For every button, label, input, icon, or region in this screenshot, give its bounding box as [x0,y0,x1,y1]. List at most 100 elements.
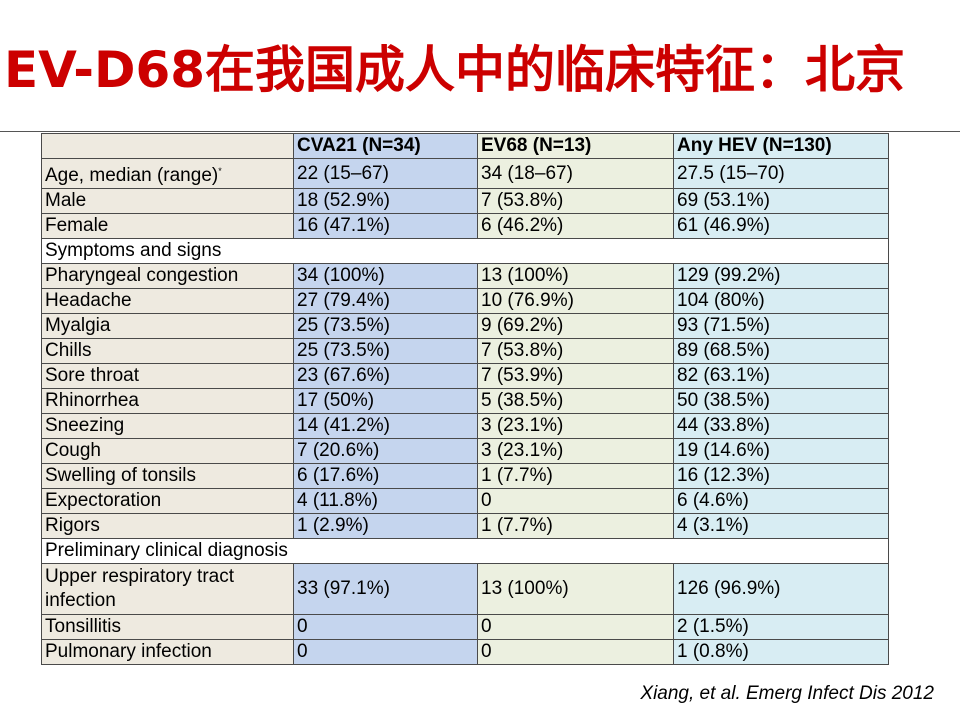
cell-ev68: 1 (7.7%) [477,513,674,539]
row-label: Headache [41,288,294,314]
row-label: Cough [41,438,294,464]
cell-any-hev: 89 (68.5%) [673,338,889,364]
table-row: Male 18 (52.9%) 7 (53.8%) 69 (53.1%) [41,188,889,214]
cell-cva21: 0 [293,639,478,665]
cell-ev68: 0 [477,488,674,514]
cell-ev68: 7 (53.8%) [477,188,674,214]
table-row: Pulmonary infection 0 0 1 (0.8%) [41,639,889,665]
cell-any-hev: 126 (96.9%) [673,563,889,615]
cell-cva21: 14 (41.2%) [293,413,478,439]
cell-any-hev: 16 (12.3%) [673,463,889,489]
table-row: Chills 25 (73.5%) 7 (53.8%) 89 (68.5%) [41,338,889,364]
cell-cva21: 33 (97.1%) [293,563,478,615]
cell-ev68: 6 (46.2%) [477,213,674,239]
row-label: Expectoration [41,488,294,514]
row-label: Swelling of tonsils [41,463,294,489]
cell-any-hev: 129 (99.2%) [673,263,889,289]
cell-ev68: 34 (18–67) [477,158,674,189]
footnote-marker: * [218,166,222,176]
cell-cva21: 6 (17.6%) [293,463,478,489]
cell-cva21: 0 [293,614,478,640]
cell-ev68: 0 [477,639,674,665]
citation: Xiang, et al. Emerg Infect Dis 2012 [640,683,934,704]
cell-any-hev: 44 (33.8%) [673,413,889,439]
cell-cva21: 4 (11.8%) [293,488,478,514]
cell-cva21: 16 (47.1%) [293,213,478,239]
table-row: Sneezing 14 (41.2%) 3 (23.1%) 44 (33.8%) [41,413,889,439]
cell-ev68: 13 (100%) [477,263,674,289]
section-heading-diagnosis: Preliminary clinical diagnosis [41,538,889,564]
row-label: Tonsillitis [41,614,294,640]
row-label: Pharyngeal congestion [41,263,294,289]
cell-cva21: 25 (73.5%) [293,313,478,339]
row-label: Upper respiratory tract infection [41,563,294,615]
slide-title: EV-D68在我国成人中的临床特征：北京 [4,41,906,99]
header-cva21: CVA21 (N=34) [293,133,478,159]
cell-any-hev: 93 (71.5%) [673,313,889,339]
cell-ev68: 3 (23.1%) [477,438,674,464]
row-label: Age, median (range)* [41,158,294,189]
header-corner-cell [41,133,294,159]
cell-cva21: 25 (73.5%) [293,338,478,364]
cell-ev68: 7 (53.9%) [477,363,674,389]
cell-cva21: 34 (100%) [293,263,478,289]
table-row: Rigors 1 (2.9%) 1 (7.7%) 4 (3.1%) [41,513,889,539]
cell-cva21: 18 (52.9%) [293,188,478,214]
cell-cva21: 17 (50%) [293,388,478,414]
cell-cva21: 22 (15–67) [293,158,478,189]
cell-any-hev: 50 (38.5%) [673,388,889,414]
clinical-features-table: CVA21 (N=34) EV68 (N=13) Any HEV (N=130)… [41,133,889,665]
table-row: Pharyngeal congestion 34 (100%) 13 (100%… [41,263,889,289]
cell-ev68: 9 (69.2%) [477,313,674,339]
row-label: Sneezing [41,413,294,439]
section-row: Symptoms and signs [41,238,889,264]
row-label: Chills [41,338,294,364]
row-label-text: Age, median (range) [45,165,219,186]
cell-any-hev: 27.5 (15–70) [673,158,889,189]
cell-any-hev: 61 (46.9%) [673,213,889,239]
table-row: Headache 27 (79.4%) 10 (76.9%) 104 (80%) [41,288,889,314]
title-divider [0,131,960,132]
table-header-row: CVA21 (N=34) EV68 (N=13) Any HEV (N=130) [41,133,889,159]
cell-ev68: 5 (38.5%) [477,388,674,414]
cell-any-hev: 69 (53.1%) [673,188,889,214]
table-row: Myalgia 25 (73.5%) 9 (69.2%) 93 (71.5%) [41,313,889,339]
cell-ev68: 7 (53.8%) [477,338,674,364]
table-row: Female 16 (47.1%) 6 (46.2%) 61 (46.9%) [41,213,889,239]
table-row: Sore throat 23 (67.6%) 7 (53.9%) 82 (63.… [41,363,889,389]
table-row: Age, median (range)* 22 (15–67) 34 (18–6… [41,158,889,189]
cell-any-hev: 82 (63.1%) [673,363,889,389]
header-any-hev: Any HEV (N=130) [673,133,889,159]
row-label: Male [41,188,294,214]
cell-any-hev: 1 (0.8%) [673,639,889,665]
cell-cva21: 1 (2.9%) [293,513,478,539]
row-label: Sore throat [41,363,294,389]
cell-cva21: 7 (20.6%) [293,438,478,464]
cell-any-hev: 4 (3.1%) [673,513,889,539]
table-row: Upper respiratory tract infection 33 (97… [41,563,889,615]
row-label: Pulmonary infection [41,639,294,665]
table-row: Rhinorrhea 17 (50%) 5 (38.5%) 50 (38.5%) [41,388,889,414]
cell-any-hev: 19 (14.6%) [673,438,889,464]
cell-cva21: 27 (79.4%) [293,288,478,314]
cell-ev68: 13 (100%) [477,563,674,615]
table-row: Tonsillitis 0 0 2 (1.5%) [41,614,889,640]
section-row: Preliminary clinical diagnosis [41,538,889,564]
row-label: Female [41,213,294,239]
cell-ev68: 10 (76.9%) [477,288,674,314]
cell-ev68: 0 [477,614,674,640]
header-ev68: EV68 (N=13) [477,133,674,159]
section-heading-symptoms: Symptoms and signs [41,238,889,264]
cell-ev68: 1 (7.7%) [477,463,674,489]
cell-ev68: 3 (23.1%) [477,413,674,439]
table-row: Expectoration 4 (11.8%) 0 6 (4.6%) [41,488,889,514]
row-label: Myalgia [41,313,294,339]
row-label: Rhinorrhea [41,388,294,414]
table-row: Swelling of tonsils 6 (17.6%) 1 (7.7%) 1… [41,463,889,489]
cell-cva21: 23 (67.6%) [293,363,478,389]
cell-any-hev: 2 (1.5%) [673,614,889,640]
row-label: Rigors [41,513,294,539]
table-row: Cough 7 (20.6%) 3 (23.1%) 19 (14.6%) [41,438,889,464]
cell-any-hev: 104 (80%) [673,288,889,314]
cell-any-hev: 6 (4.6%) [673,488,889,514]
